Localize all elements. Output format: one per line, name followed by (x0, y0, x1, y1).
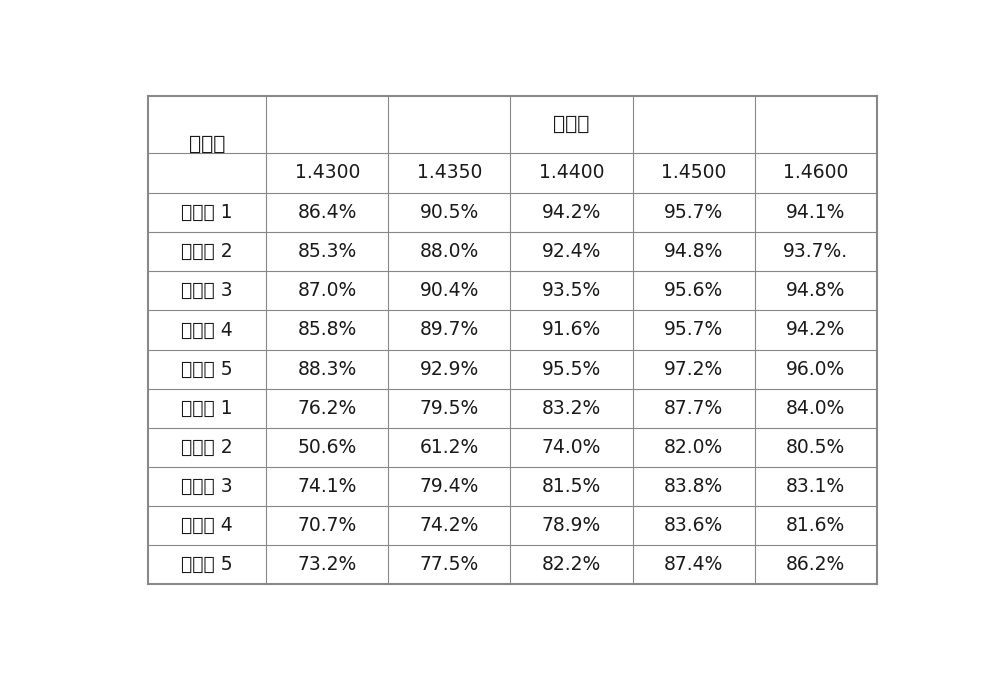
Text: 88.3%: 88.3% (298, 360, 357, 379)
Text: 87.0%: 87.0% (298, 281, 357, 301)
Text: 92.4%: 92.4% (542, 242, 601, 262)
Text: 70.7%: 70.7% (298, 516, 357, 535)
Text: 85.3%: 85.3% (298, 242, 357, 262)
Text: 82.0%: 82.0% (664, 438, 723, 457)
Text: 对比例 2: 对比例 2 (181, 438, 233, 457)
Text: 对比例 3: 对比例 3 (181, 477, 233, 496)
Text: 86.4%: 86.4% (298, 203, 357, 222)
Text: 80.5%: 80.5% (786, 438, 845, 457)
Text: 实施例 1: 实施例 1 (181, 203, 233, 222)
Text: 94.8%: 94.8% (786, 281, 845, 301)
Text: 实施例 4: 实施例 4 (181, 320, 233, 340)
Text: 79.5%: 79.5% (420, 399, 479, 418)
Text: 对比例 5: 对比例 5 (181, 555, 233, 574)
Text: 透光率: 透光率 (553, 115, 590, 134)
Text: 94.2%: 94.2% (786, 320, 845, 340)
Text: 94.2%: 94.2% (542, 203, 601, 222)
Text: 对比例 1: 对比例 1 (181, 399, 233, 418)
Text: 76.2%: 76.2% (298, 399, 357, 418)
Text: 95.7%: 95.7% (664, 320, 723, 340)
Text: 94.8%: 94.8% (664, 242, 723, 262)
Text: 83.1%: 83.1% (786, 477, 845, 496)
Text: 83.6%: 83.6% (664, 516, 723, 535)
Text: 93.5%: 93.5% (542, 281, 601, 301)
Text: 97.2%: 97.2% (664, 360, 723, 379)
Text: 74.1%: 74.1% (298, 477, 357, 496)
Text: 87.7%: 87.7% (664, 399, 723, 418)
Text: 90.4%: 90.4% (420, 281, 479, 301)
Text: 透明度: 透明度 (189, 135, 225, 154)
Text: 1.4500: 1.4500 (661, 163, 726, 182)
Text: 95.6%: 95.6% (664, 281, 723, 301)
Text: 1.4600: 1.4600 (783, 163, 848, 182)
Text: 1.4400: 1.4400 (539, 163, 604, 182)
Text: 1.4350: 1.4350 (417, 163, 482, 182)
Text: 82.2%: 82.2% (542, 555, 601, 574)
Text: 89.7%: 89.7% (420, 320, 479, 340)
Text: 74.0%: 74.0% (542, 438, 601, 457)
Text: 85.8%: 85.8% (298, 320, 357, 340)
Text: 96.0%: 96.0% (786, 360, 845, 379)
Text: 90.5%: 90.5% (420, 203, 479, 222)
Text: 74.2%: 74.2% (420, 516, 479, 535)
Text: 81.5%: 81.5% (542, 477, 601, 496)
Text: 87.4%: 87.4% (664, 555, 723, 574)
Text: 对比例 4: 对比例 4 (181, 516, 233, 535)
Text: 95.5%: 95.5% (542, 360, 601, 379)
Text: 50.6%: 50.6% (298, 438, 357, 457)
Text: 73.2%: 73.2% (298, 555, 357, 574)
Text: 84.0%: 84.0% (786, 399, 845, 418)
Text: 81.6%: 81.6% (786, 516, 845, 535)
Text: 86.2%: 86.2% (786, 555, 845, 574)
Text: 94.1%: 94.1% (786, 203, 845, 222)
Text: 77.5%: 77.5% (420, 555, 479, 574)
Text: 92.9%: 92.9% (420, 360, 479, 379)
Text: 91.6%: 91.6% (542, 320, 601, 340)
Text: 83.8%: 83.8% (664, 477, 723, 496)
Text: 95.7%: 95.7% (664, 203, 723, 222)
Text: 实施例 2: 实施例 2 (181, 242, 233, 262)
Text: 61.2%: 61.2% (420, 438, 479, 457)
Text: 实施例 3: 实施例 3 (181, 281, 233, 301)
Text: 83.2%: 83.2% (542, 399, 601, 418)
Text: 88.0%: 88.0% (420, 242, 479, 262)
Text: 78.9%: 78.9% (542, 516, 601, 535)
Text: 1.4300: 1.4300 (295, 163, 360, 182)
Text: 实施例 5: 实施例 5 (181, 360, 233, 379)
Text: 93.7%.: 93.7%. (783, 242, 848, 262)
Text: 79.4%: 79.4% (420, 477, 479, 496)
